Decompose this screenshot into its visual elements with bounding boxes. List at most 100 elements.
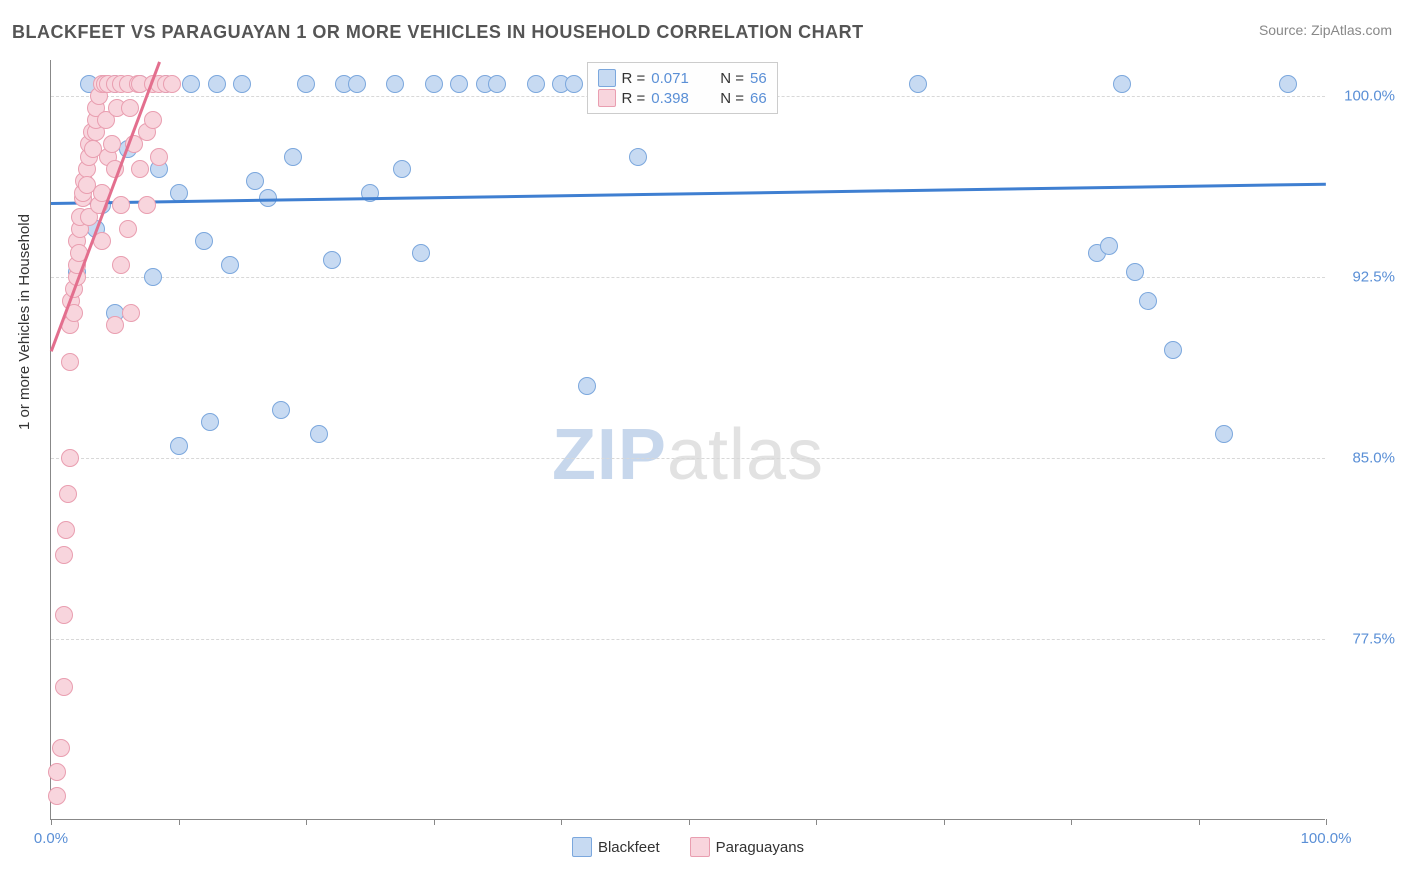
x-tick [434, 819, 435, 825]
x-tick [51, 819, 52, 825]
x-tick [689, 819, 690, 825]
data-point [55, 606, 73, 624]
legend-item: Blackfeet [572, 837, 660, 857]
data-point [488, 75, 506, 93]
data-point [1164, 341, 1182, 359]
data-point [61, 353, 79, 371]
r-value: 0.398 [651, 90, 706, 107]
data-point [57, 521, 75, 539]
r-label: R = [622, 70, 646, 87]
legend-color-box [572, 837, 592, 857]
data-point [112, 196, 130, 214]
watermark-zip: ZIP [552, 415, 667, 495]
data-point [131, 160, 149, 178]
watermark-atlas: atlas [667, 415, 824, 495]
data-point [1100, 237, 1118, 255]
data-point [909, 75, 927, 93]
y-tick-label: 77.5% [1352, 631, 1395, 648]
data-point [425, 75, 443, 93]
data-point [297, 75, 315, 93]
data-point [52, 739, 70, 757]
data-point [150, 148, 168, 166]
x-tick [179, 819, 180, 825]
data-point [259, 189, 277, 207]
data-point [233, 75, 251, 93]
data-point [48, 763, 66, 781]
data-point [386, 75, 404, 93]
data-point [323, 251, 341, 269]
data-point [163, 75, 181, 93]
data-point [119, 220, 137, 238]
x-tick [1071, 819, 1072, 825]
y-tick-label: 92.5% [1352, 269, 1395, 286]
data-point [121, 99, 139, 117]
data-point [144, 268, 162, 286]
data-point [310, 425, 328, 443]
gridline [51, 458, 1325, 459]
data-point [450, 75, 468, 93]
data-point [122, 304, 140, 322]
legend-label: Paraguayans [716, 839, 804, 856]
data-point [412, 244, 430, 262]
data-point [106, 316, 124, 334]
legend-row: R = 0.071 N = 56 [598, 69, 767, 87]
data-point [1215, 425, 1233, 443]
data-point [55, 546, 73, 564]
data-point [578, 377, 596, 395]
x-tick [561, 819, 562, 825]
legend-item: Paraguayans [690, 837, 804, 857]
r-label: R = [622, 90, 646, 107]
data-point [284, 148, 302, 166]
n-label: N = [720, 70, 744, 87]
data-point [55, 678, 73, 696]
correlation-legend: R = 0.071 N = 56 R = 0.398 N = 66 [587, 62, 778, 114]
data-point [527, 75, 545, 93]
n-value: 56 [750, 70, 767, 87]
data-point [182, 75, 200, 93]
legend-label: Blackfeet [598, 839, 660, 856]
legend-row: R = 0.398 N = 66 [598, 89, 767, 107]
data-point [144, 111, 162, 129]
y-tick-label: 85.0% [1352, 450, 1395, 467]
data-point [1139, 292, 1157, 310]
n-label: N = [720, 90, 744, 107]
data-point [1113, 75, 1131, 93]
y-axis-label: 1 or more Vehicles in Household [16, 214, 33, 430]
gridline [51, 639, 1325, 640]
legend-swatch [598, 69, 616, 87]
data-point [565, 75, 583, 93]
legend-color-box [690, 837, 710, 857]
r-value: 0.071 [651, 70, 706, 87]
data-point [48, 787, 66, 805]
data-point [393, 160, 411, 178]
data-point [246, 172, 264, 190]
data-point [629, 148, 647, 166]
data-point [272, 401, 290, 419]
x-tick [944, 819, 945, 825]
chart-title: BLACKFEET VS PARAGUAYAN 1 OR MORE VEHICL… [12, 22, 864, 43]
x-tick [306, 819, 307, 825]
n-value: 66 [750, 90, 767, 107]
data-point [103, 135, 121, 153]
data-point [138, 196, 156, 214]
trend-line [51, 183, 1326, 205]
x-tick [816, 819, 817, 825]
data-point [1279, 75, 1297, 93]
data-point [112, 256, 130, 274]
legend-swatch [598, 89, 616, 107]
data-point [201, 413, 219, 431]
x-tick [1326, 819, 1327, 825]
data-point [221, 256, 239, 274]
data-point [208, 75, 226, 93]
series-legend: Blackfeet Paraguayans [51, 837, 1325, 857]
watermark: ZIPatlas [552, 414, 824, 496]
scatter-plot-area: ZIPatlas 77.5%85.0%92.5%100.0%0.0%100.0%… [50, 60, 1325, 820]
y-tick-label: 100.0% [1344, 88, 1395, 105]
data-point [195, 232, 213, 250]
source-attribution: Source: ZipAtlas.com [1259, 22, 1392, 38]
data-point [170, 437, 188, 455]
data-point [348, 75, 366, 93]
data-point [61, 449, 79, 467]
data-point [59, 485, 77, 503]
data-point [1126, 263, 1144, 281]
